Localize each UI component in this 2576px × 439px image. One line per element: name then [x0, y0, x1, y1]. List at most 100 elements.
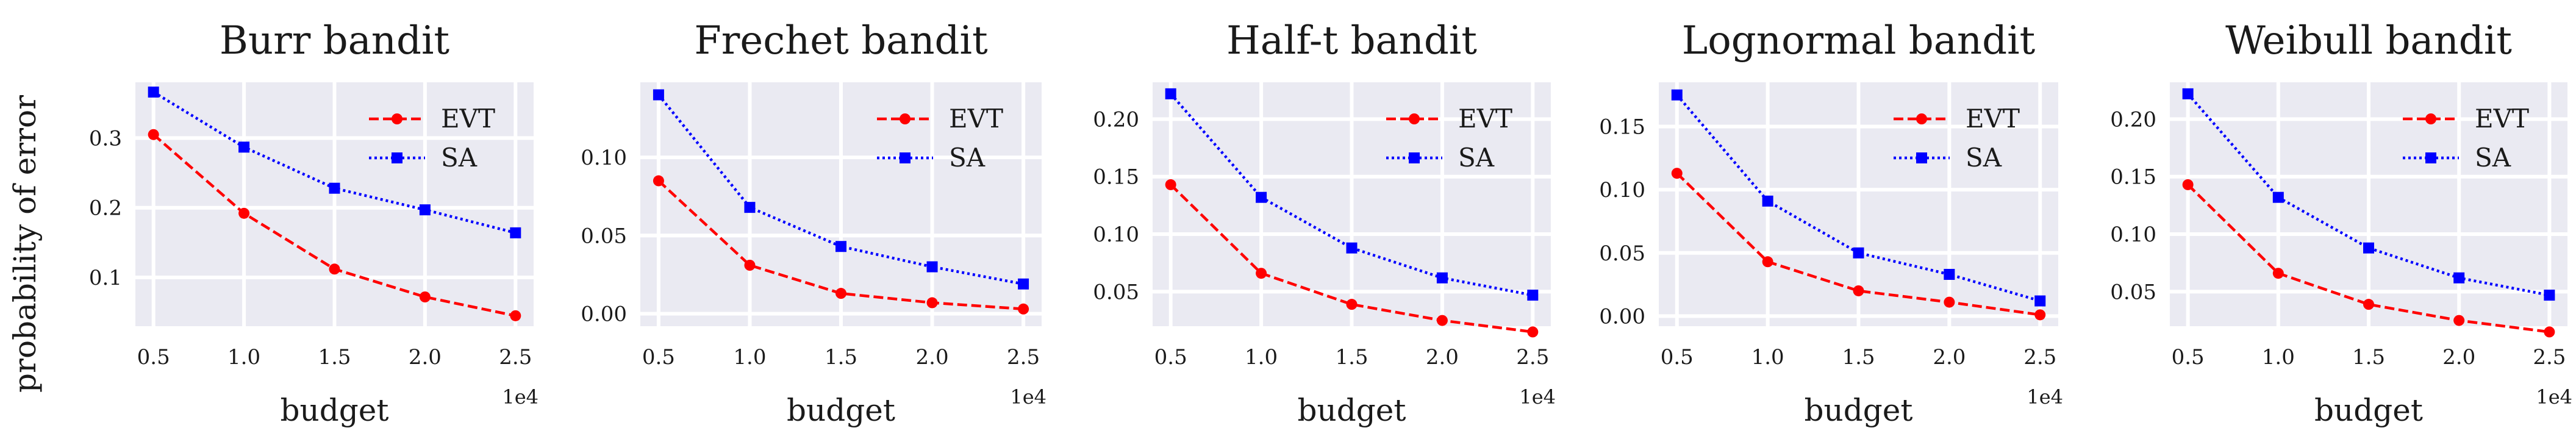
panel-4: Lognormal bandit 0.5 1.0 1.5 2.0 2.5 1e4 budget… [1599, 18, 2063, 428]
x-tick-label: 1.5 [1335, 345, 1368, 369]
data-point-evt [744, 260, 756, 271]
x-tick-label: 1.5 [318, 345, 351, 369]
legend-label-sa: SA [949, 143, 986, 173]
series-line-evt [1170, 184, 1533, 334]
chart-title: Frechet bandit [694, 18, 988, 63]
x-tick-label: 2.0 [2442, 345, 2475, 369]
x-tick-label: 2.0 [916, 345, 949, 369]
data-point-evt [1346, 299, 1358, 310]
legend-marker-evt [2425, 113, 2436, 124]
data-point-evt [1527, 326, 1539, 338]
data-point-sa [510, 227, 521, 238]
y-tick-label: 0.15 [2110, 165, 2156, 190]
series-line-sa [657, 94, 1024, 286]
data-point-sa [744, 202, 756, 213]
x-tick-label: 2.5 [2533, 345, 2566, 369]
data-point-sa [1346, 242, 1358, 254]
data-point-sa [653, 89, 664, 101]
data-point-evt [2182, 179, 2194, 190]
legend-marker-evt [392, 113, 402, 124]
data-point-sa [2544, 290, 2555, 301]
x-tick-label: 0.5 [1661, 345, 1694, 369]
data-point-evt [148, 129, 159, 140]
data-point-evt [1762, 256, 1773, 268]
y-tick-label: 0.00 [581, 302, 627, 326]
x-tick-label: 2.0 [409, 345, 442, 369]
legend-label-sa: SA [441, 143, 478, 173]
x-tick-label: 2.0 [1933, 345, 1966, 369]
data-point-evt [2034, 309, 2046, 321]
x-axis-label: budget [1298, 393, 1406, 428]
x-tick-label: 1.0 [1751, 345, 1784, 369]
data-point-sa [835, 241, 846, 252]
legend-label-evt: EVT [1966, 104, 2020, 134]
x-axis-label: budget [2314, 393, 2423, 428]
data-point-evt [1853, 285, 1864, 296]
x-tick-label: 1.5 [1842, 345, 1875, 369]
x-axis-label: budget [1805, 393, 1913, 428]
data-point-sa [1671, 89, 1683, 101]
x-tick-label: 0.5 [642, 345, 675, 369]
data-point-sa [1165, 88, 1176, 99]
x-tick-label: 1.0 [227, 345, 260, 369]
data-point-sa [2272, 191, 2284, 203]
panel-1: Burr bandit 0.5 1.0 1.5 2.0 2.5 1e4 budget 0.1 0.… [89, 18, 538, 428]
data-point-evt [1165, 179, 1176, 190]
x-tick-label: 2.0 [1426, 345, 1459, 369]
data-point-sa [1436, 272, 1448, 284]
legend-marker-sa [1409, 152, 1420, 163]
data-point-evt [1671, 168, 1683, 179]
x-tick-label: 1.0 [2262, 345, 2295, 369]
data-point-sa [2034, 295, 2046, 307]
data-point-evt [835, 288, 846, 299]
x-tick-label: 2.5 [499, 345, 532, 369]
data-point-evt [926, 297, 938, 309]
data-point-sa [1762, 195, 1773, 207]
x-tick-label: 1.5 [825, 345, 857, 369]
panel-2: Frechet bandit 0.5 1.0 1.5 2.0 2.5 1e4 budget 0.… [581, 18, 1046, 428]
y-tick-label: 0.10 [1093, 223, 1139, 247]
data-point-sa [2363, 242, 2374, 254]
legend-label-sa: SA [1458, 143, 1495, 173]
x-offset-label: 1e4 [1519, 385, 1556, 409]
figure-y-axis-label: probability of error [7, 95, 43, 393]
legend-marker-sa [2425, 152, 2436, 163]
data-point-evt [238, 207, 250, 219]
y-tick-label: 0.1 [89, 266, 122, 290]
data-point-sa [329, 182, 340, 194]
data-point-evt [1944, 296, 1955, 308]
legend-label-evt: EVT [949, 104, 1003, 134]
data-point-sa [2182, 88, 2194, 99]
y-tick-label: 0.20 [2110, 107, 2156, 132]
legend-marker-evt [1409, 113, 1420, 124]
legend-label-sa: SA [2475, 143, 2511, 173]
y-tick-label: 0.10 [581, 146, 627, 170]
data-point-sa [1944, 269, 1955, 280]
data-point-evt [2272, 268, 2284, 279]
legend-marker-sa [392, 152, 402, 163]
x-offset-label: 1e4 [2027, 385, 2063, 409]
legend-label-evt: EVT [1458, 104, 1512, 134]
data-point-evt [2544, 326, 2555, 338]
x-tick-label: 1.0 [1245, 345, 1278, 369]
y-tick-label: 0.3 [89, 126, 122, 151]
data-point-sa [1256, 191, 1267, 203]
x-tick-label: 2.5 [1007, 345, 1040, 369]
chart-title: Burr bandit [220, 18, 450, 63]
x-offset-label: 1e4 [502, 385, 538, 409]
x-tick-label: 0.5 [137, 345, 170, 369]
legend-label-evt: EVT [2475, 104, 2529, 134]
x-tick-label: 0.5 [1154, 345, 1187, 369]
legend-marker-evt [900, 113, 911, 124]
panels-group: Burr bandit 0.5 1.0 1.5 2.0 2.5 1e4 budget 0.1 0.… [89, 18, 2572, 428]
data-point-evt [419, 291, 431, 302]
legend-label-sa: SA [1966, 143, 2002, 173]
data-point-sa [238, 141, 250, 153]
data-point-evt [329, 263, 340, 275]
series-line-evt [1676, 172, 2041, 316]
y-tick-label: 0.10 [2110, 223, 2156, 247]
chart-title: Lognormal bandit [1682, 18, 2036, 63]
data-point-sa [2453, 272, 2465, 284]
legend-marker-sa [1916, 152, 1927, 163]
data-point-evt [510, 310, 521, 321]
